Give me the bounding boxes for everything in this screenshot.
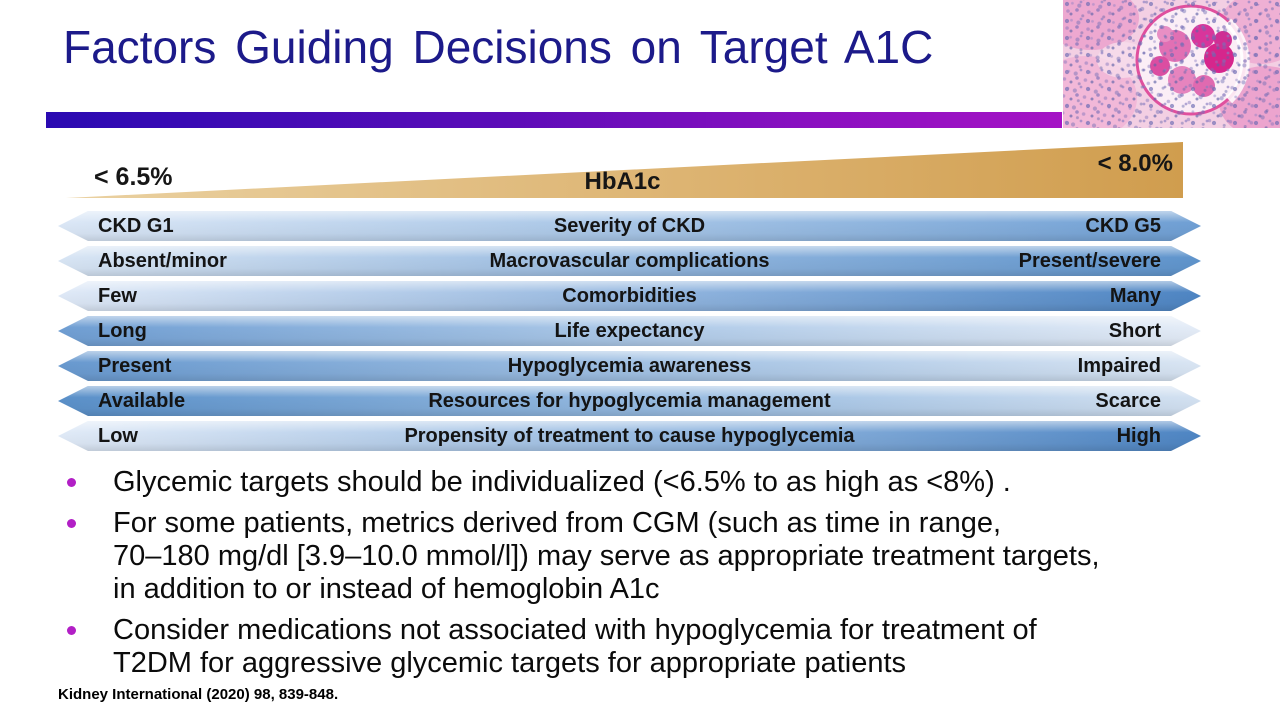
factor-left-label: Long (98, 319, 147, 342)
factor-center-label: Resources for hypoglycemia management (428, 389, 831, 412)
bullet-text-line: Glycemic targets should be individualize… (113, 466, 1011, 498)
factor-left-label: Low (98, 424, 138, 447)
factor-left-label: CKD G1 (98, 214, 174, 237)
factor-row-severity-ckd: CKD G1 Severity of CKD CKD G5 (58, 211, 1201, 241)
factor-right-label: Short (1108, 319, 1161, 342)
page-title: Factors Guiding Decisions on Target A1C (63, 21, 934, 73)
bullet-text-line: T2DM for aggressive glycemic targets for… (113, 647, 907, 679)
triangle-wedge (66, 142, 1183, 198)
factor-left-label: Absent/minor (98, 249, 227, 272)
hba1c-low-label: < 6.5% (94, 163, 173, 191)
bullet-icon (67, 626, 76, 635)
factor-left-label: Present (98, 354, 172, 377)
factor-right-label: Scarce (1095, 389, 1161, 412)
factor-center-label: Life expectancy (554, 319, 705, 342)
title-accent-bar (46, 112, 1062, 128)
bullet-text-line: 70–180 mg/dl [3.9–10.0 mmol/l]) may serv… (113, 540, 1100, 572)
factor-center-label: Macrovascular complications (489, 249, 770, 272)
bullet-icon (67, 519, 76, 528)
bullet-item: Glycemic targets should be individualize… (60, 466, 1255, 499)
factor-row-propensity: Low Propensity of treatment to cause hyp… (58, 421, 1201, 451)
factor-center-label: Hypoglycemia awareness (507, 354, 752, 377)
bullet-item: For some patients, metrics derived from … (60, 507, 1255, 606)
factor-left-label: Available (98, 389, 186, 412)
factor-right-label: Present/severe (1018, 249, 1161, 272)
factor-center-label: Comorbidities (562, 284, 697, 307)
factor-right-label: Impaired (1077, 354, 1161, 377)
kidney-histology-graphic (1063, 0, 1280, 128)
bullet-icon (67, 478, 76, 487)
bullet-list: Glycemic targets should be individualize… (60, 466, 1255, 688)
factor-row-hypoglycemia-awareness: Present Hypoglycemia awareness Impaired (58, 351, 1201, 381)
factor-right-label: Many (1109, 284, 1161, 307)
hba1c-gradient-triangle: < 6.5% HbA1c < 8.0% (60, 138, 1185, 200)
factor-row-life-expectancy: Long Life expectancy Short (58, 316, 1201, 346)
citation: Kidney International (2020) 98, 839-848. (58, 686, 339, 703)
factor-row-comorbidities: Few Comorbidities Many (58, 281, 1201, 311)
factor-row-resources: Available Resources for hypoglycemia man… (58, 386, 1201, 416)
factor-center-label: Propensity of treatment to cause hypogly… (404, 424, 855, 447)
kidney-histology-image (1063, 0, 1280, 128)
factor-right-label: CKD G5 (1085, 214, 1161, 237)
bullet-text-line: Consider medications not associated with… (113, 614, 1037, 646)
factor-right-label: High (1116, 424, 1161, 447)
hba1c-axis-label: HbA1c (584, 168, 661, 195)
factor-center-label: Severity of CKD (553, 214, 706, 237)
bullet-item: Consider medications not associated with… (60, 614, 1255, 680)
factor-row-macrovascular: Absent/minor Macrovascular complications… (58, 246, 1201, 276)
factor-left-label: Few (98, 284, 137, 307)
factor-arrow-list: CKD G1 Severity of CKD CKD G5 Absent/min… (58, 211, 1201, 456)
bullet-text-line: For some patients, metrics derived from … (113, 507, 1002, 539)
hba1c-high-label: < 8.0% (1097, 150, 1173, 177)
bullet-text-line: in addition to or instead of hemoglobin … (113, 573, 660, 605)
